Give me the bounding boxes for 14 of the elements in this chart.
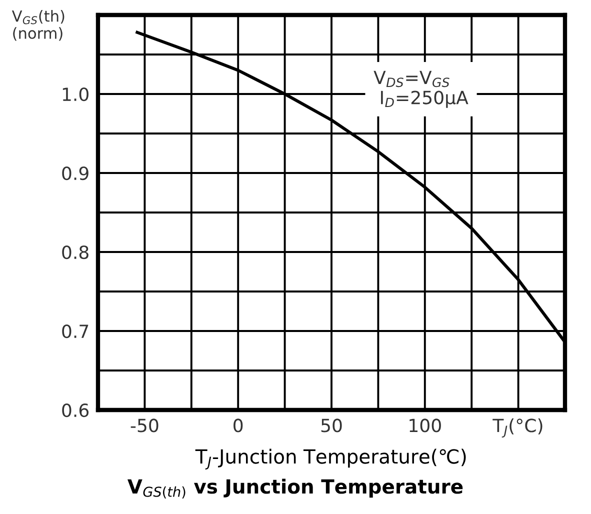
text: V$_{GS(th)}$ vs Junction Temperature — [127, 478, 463, 499]
y-axis-title: V$_{GS}$(th) (norm) — [12, 10, 64, 41]
x-tick-label: -50 — [130, 418, 158, 432]
x-tick-label: 100 — [410, 418, 441, 432]
x-axis-title: T$_{J}$-Junction Temperature(℃) — [195, 448, 466, 470]
x-tick-label: 0 — [234, 418, 243, 432]
x-tick-label: T$_{J}$(°C) — [492, 418, 542, 438]
text: V$_{DS}$=V$_{GS}$ I$_{D}$=250μA — [374, 70, 468, 108]
y-tick-label: 0.9 — [62, 166, 88, 180]
x-tick-label: 50 — [321, 418, 342, 432]
y-tick-label: 1.0 — [62, 87, 88, 102]
y-tick-label: 0.7 — [62, 324, 88, 338]
y-tick-label: 0.6 — [62, 403, 89, 418]
y-tick-label: 0.8 — [62, 245, 88, 260]
